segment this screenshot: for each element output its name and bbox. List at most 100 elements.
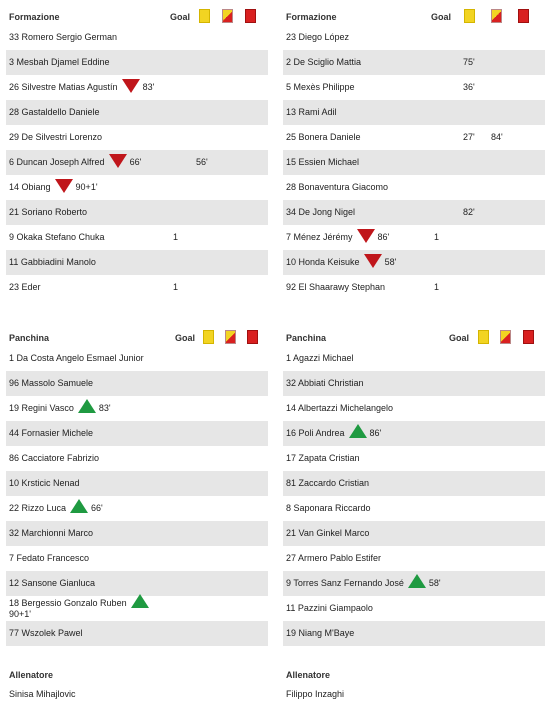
- player-row[interactable]: 19 Niang M'Baye: [283, 621, 545, 646]
- yellow-card-icon: [203, 330, 214, 344]
- player-name-line: 8 Saponara Riccardo: [286, 503, 371, 513]
- player-name-line: 28 Bonaventura Giacomo: [286, 182, 388, 192]
- player-row[interactable]: 7 Ménez Jérémy 86' 1: [283, 225, 545, 250]
- player-name: 8 Saponara Riccardo: [286, 503, 371, 513]
- substitution-minute: 83': [98, 403, 111, 413]
- player-row[interactable]: 18 Bergessio Gonzalo Ruben 90+1': [6, 593, 268, 621]
- player-row[interactable]: 92 El Shaarawy Stephan 1: [283, 275, 545, 300]
- player-row[interactable]: 28 Gastaldello Daniele: [6, 100, 268, 125]
- player-row[interactable]: 8 Saponara Riccardo: [283, 496, 545, 521]
- player-row[interactable]: 32 Marchionni Marco: [6, 521, 268, 546]
- player-row[interactable]: 77 Wszolek Pawel: [6, 621, 268, 646]
- home-lineup-section: Formazione Goal 33 Romero Sergio German 3…: [6, 0, 268, 300]
- yellow-card-minute: 56': [196, 157, 208, 167]
- yellow-card-icon: [464, 9, 475, 23]
- player-row[interactable]: 10 Krsticic Nenad: [6, 471, 268, 496]
- substitution-in-icon: [348, 423, 367, 438]
- player-name-line: 26 Silvestre Matias Agustín 83': [9, 78, 154, 93]
- player-name-line: 23 Diego López: [286, 32, 349, 42]
- player-row[interactable]: 15 Essien Michael: [283, 150, 545, 175]
- player-row[interactable]: 27 Armero Pablo Estifer: [283, 546, 545, 571]
- player-row[interactable]: 13 Rami Adil: [283, 100, 545, 125]
- player-row[interactable]: 9 Torres Sanz Fernando José 58': [283, 571, 545, 596]
- player-name: 1 Agazzi Michael: [286, 353, 354, 363]
- player-row[interactable]: 23 Eder 1: [6, 275, 268, 300]
- player-row[interactable]: 17 Zapata Cristian: [283, 446, 545, 471]
- player-row[interactable]: 1 Agazzi Michael: [283, 346, 545, 371]
- player-row[interactable]: 29 De Silvestri Lorenzo: [6, 125, 268, 150]
- player-name: 9 Torres Sanz Fernando José: [286, 578, 404, 588]
- player-name-line: 19 Niang M'Baye: [286, 628, 354, 638]
- player-name: 32 Marchionni Marco: [9, 528, 94, 538]
- player-name: 18 Bergessio Gonzalo Ruben: [9, 598, 127, 608]
- away-lineup-section: Formazione Goal 23 Diego López 2 De Scigl…: [283, 0, 545, 300]
- away-coach-name: Filippo Inzaghi: [286, 689, 345, 699]
- player-row[interactable]: 6 Duncan Joseph Alfred 66' 56': [6, 150, 268, 175]
- player-name: 3 Mesbah Djamel Eddine: [9, 57, 110, 67]
- player-name: 81 Zaccardo Cristian: [286, 478, 370, 488]
- player-row[interactable]: 34 De Jong Nigel 82': [283, 200, 545, 225]
- player-row[interactable]: 21 Soriano Roberto: [6, 200, 268, 225]
- player-name: 34 De Jong Nigel: [286, 207, 356, 217]
- player-row[interactable]: 14 Albertazzi Michelangelo: [283, 396, 545, 421]
- substitution-minute: 86': [377, 232, 390, 242]
- goals-count: 1: [173, 232, 179, 242]
- player-row[interactable]: 96 Massolo Samuele: [6, 371, 268, 396]
- player-name-line: 29 De Silvestri Lorenzo: [9, 132, 102, 142]
- player-name: 33 Romero Sergio German: [9, 32, 118, 42]
- player-row[interactable]: 86 Cacciatore Fabrizio: [6, 446, 268, 471]
- player-name-line: 96 Massolo Samuele: [9, 378, 93, 388]
- player-row[interactable]: 12 Sansone Gianluca: [6, 571, 268, 596]
- player-name: 23 Eder: [9, 282, 41, 292]
- player-name-line: 5 Mexès Philippe: [286, 82, 355, 92]
- player-row[interactable]: 9 Okaka Stefano Chuka 1: [6, 225, 268, 250]
- yellow-card-minute: 82': [463, 207, 475, 217]
- substitution-out-icon: [121, 78, 140, 93]
- player-row[interactable]: 23 Diego López: [283, 25, 545, 50]
- goals-count: 1: [173, 282, 179, 292]
- player-name-line: 33 Romero Sergio German: [9, 32, 117, 42]
- player-name-line: 19 Regini Vasco 83': [9, 398, 111, 413]
- player-row[interactable]: 28 Bonaventura Giacomo: [283, 175, 545, 200]
- player-row[interactable]: 21 Van Ginkel Marco: [283, 521, 545, 546]
- player-row[interactable]: 19 Regini Vasco 83': [6, 396, 268, 421]
- player-row[interactable]: 11 Pazzini Giampaolo: [283, 596, 545, 621]
- player-name: 17 Zapata Cristian: [286, 453, 360, 463]
- player-row[interactable]: 14 Obiang 90+1': [6, 175, 268, 200]
- substitution-in-icon: [77, 398, 96, 413]
- goal-column-label: Goal: [170, 12, 191, 22]
- away-bench-section: Panchina Goal 1 Agazzi Michael 32 Abbiati…: [283, 321, 545, 646]
- player-row[interactable]: 10 Honda Keisuke 58': [283, 250, 545, 275]
- player-row[interactable]: 11 Gabbiadini Manolo: [6, 250, 268, 275]
- goals-count: 1: [434, 232, 440, 242]
- player-row[interactable]: 44 Fornasier Michele: [6, 421, 268, 446]
- player-name-line: 21 Soriano Roberto: [9, 207, 87, 217]
- player-row[interactable]: 16 Poli Andrea 86': [283, 421, 545, 446]
- player-row[interactable]: 3 Mesbah Djamel Eddine: [6, 50, 268, 75]
- player-name-line: 32 Abbiati Christian: [286, 378, 364, 388]
- player-name: 96 Massolo Samuele: [9, 378, 94, 388]
- player-row[interactable]: 2 De Sciglio Mattia 75': [283, 50, 545, 75]
- player-row[interactable]: 33 Romero Sergio German: [6, 25, 268, 50]
- player-name: 1 Da Costa Angelo Esmael Junior: [9, 353, 144, 363]
- player-row[interactable]: 25 Bonera Daniele 27' 84': [283, 125, 545, 150]
- player-row[interactable]: 81 Zaccardo Cristian: [283, 471, 545, 496]
- away-lineup-list: 23 Diego López 2 De Sciglio Mattia 75' 5 Me…: [283, 25, 545, 300]
- player-name: 22 Rizzo Luca: [9, 503, 67, 513]
- player-row[interactable]: 22 Rizzo Luca 66': [6, 496, 268, 521]
- player-row[interactable]: 5 Mexès Philippe 36': [283, 75, 545, 100]
- player-name-line: 11 Gabbiadini Manolo: [9, 257, 96, 267]
- player-name-line: 21 Van Ginkel Marco: [286, 528, 369, 538]
- player-row[interactable]: 7 Fedato Francesco: [6, 546, 268, 571]
- player-name: 13 Rami Adil: [286, 107, 337, 117]
- player-row[interactable]: 1 Da Costa Angelo Esmael Junior: [6, 346, 268, 371]
- player-row[interactable]: 26 Silvestre Matias Agustín 83': [6, 75, 268, 100]
- player-name: 32 Abbiati Christian: [286, 378, 364, 388]
- substitution-out-icon: [356, 228, 375, 243]
- player-row[interactable]: 32 Abbiati Christian: [283, 371, 545, 396]
- player-name-line: 6 Duncan Joseph Alfred 66': [9, 153, 141, 168]
- substitution-in-icon: [130, 593, 149, 608]
- second-yellow-card-icon: [491, 9, 502, 23]
- player-name: 28 Gastaldello Daniele: [9, 107, 100, 117]
- player-name-line: 2 De Sciglio Mattia: [286, 57, 361, 67]
